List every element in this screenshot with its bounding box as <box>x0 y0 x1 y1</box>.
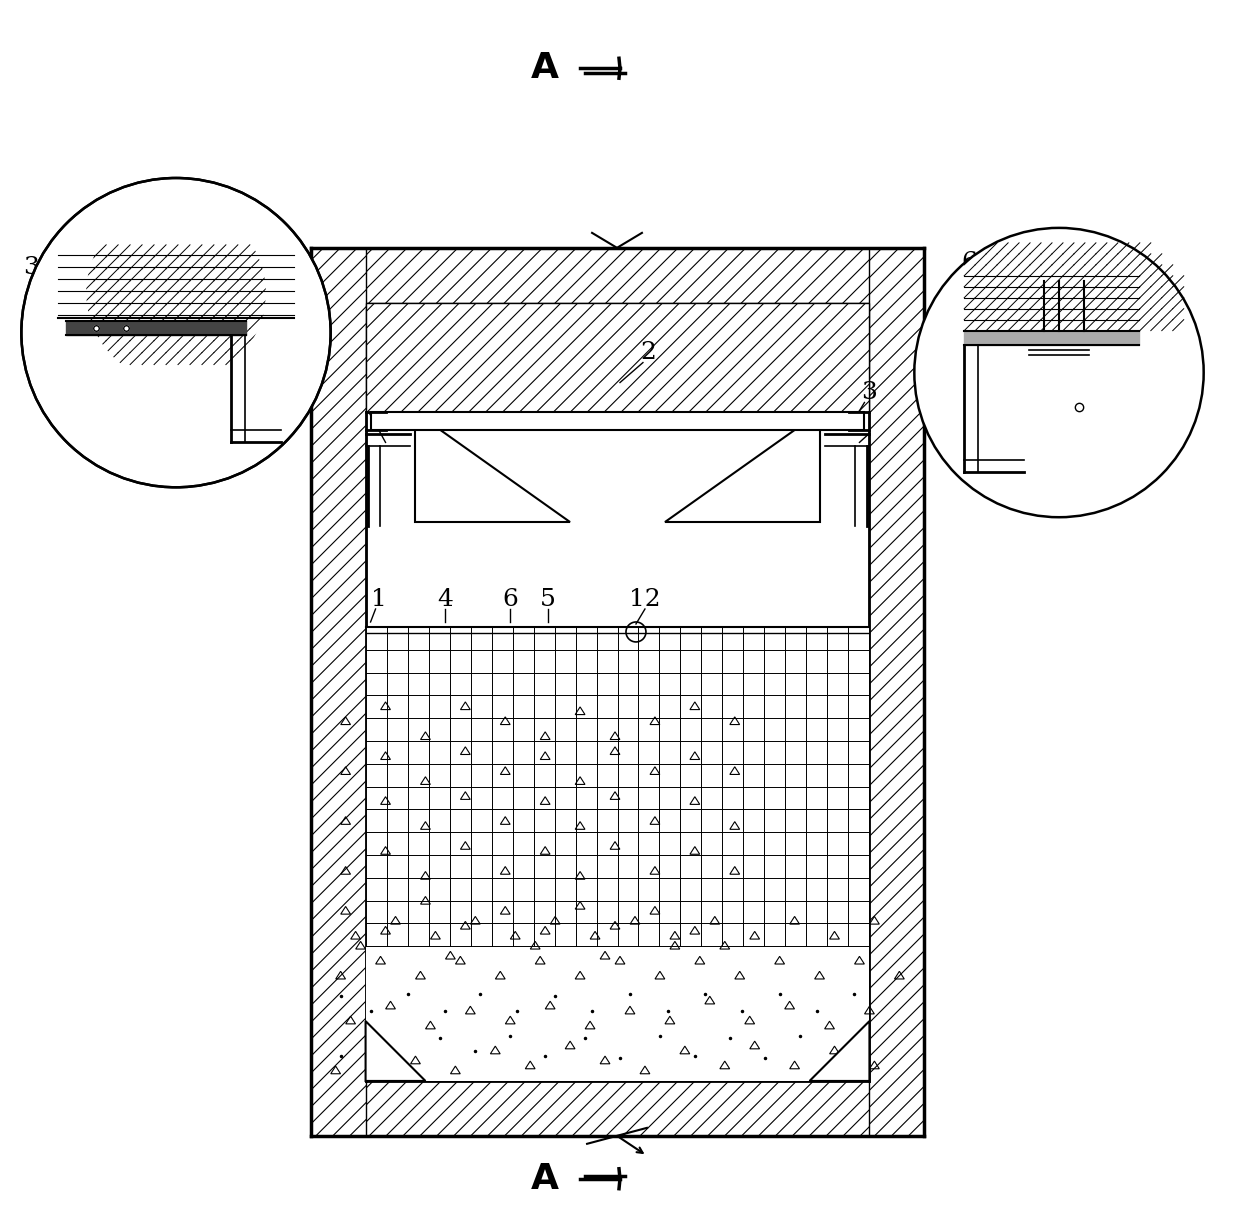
Text: 1: 1 <box>1111 471 1127 494</box>
Bar <box>311 1080 924 1136</box>
Bar <box>366 627 869 946</box>
Text: 4: 4 <box>1027 251 1042 275</box>
Text: 4: 4 <box>438 588 454 611</box>
Bar <box>869 248 924 1136</box>
Text: 12: 12 <box>629 588 661 611</box>
Circle shape <box>21 177 331 488</box>
Text: 5: 5 <box>1151 296 1167 319</box>
Bar <box>366 946 869 1080</box>
Text: 9: 9 <box>160 207 176 229</box>
Text: 10: 10 <box>110 207 141 229</box>
Text: 8: 8 <box>443 456 459 479</box>
Polygon shape <box>665 413 820 522</box>
Text: 3: 3 <box>862 381 878 404</box>
Text: 1: 1 <box>371 588 387 611</box>
Text: 10: 10 <box>195 207 227 229</box>
Text: 3: 3 <box>24 256 40 280</box>
Text: A: A <box>531 1162 559 1196</box>
Text: 6: 6 <box>961 251 977 275</box>
Text: 6: 6 <box>502 588 518 611</box>
Text: 4: 4 <box>1101 251 1117 275</box>
Bar <box>311 248 924 303</box>
Text: 5: 5 <box>541 588 556 611</box>
Polygon shape <box>366 1021 425 1080</box>
Polygon shape <box>810 1021 869 1080</box>
Bar <box>366 303 869 413</box>
Text: 2: 2 <box>640 341 656 365</box>
Bar <box>311 248 366 1136</box>
Text: 11: 11 <box>1053 251 1085 275</box>
Bar <box>371 413 864 430</box>
Text: A: A <box>531 52 559 85</box>
Polygon shape <box>415 413 570 522</box>
Circle shape <box>914 228 1204 517</box>
Circle shape <box>21 177 331 488</box>
